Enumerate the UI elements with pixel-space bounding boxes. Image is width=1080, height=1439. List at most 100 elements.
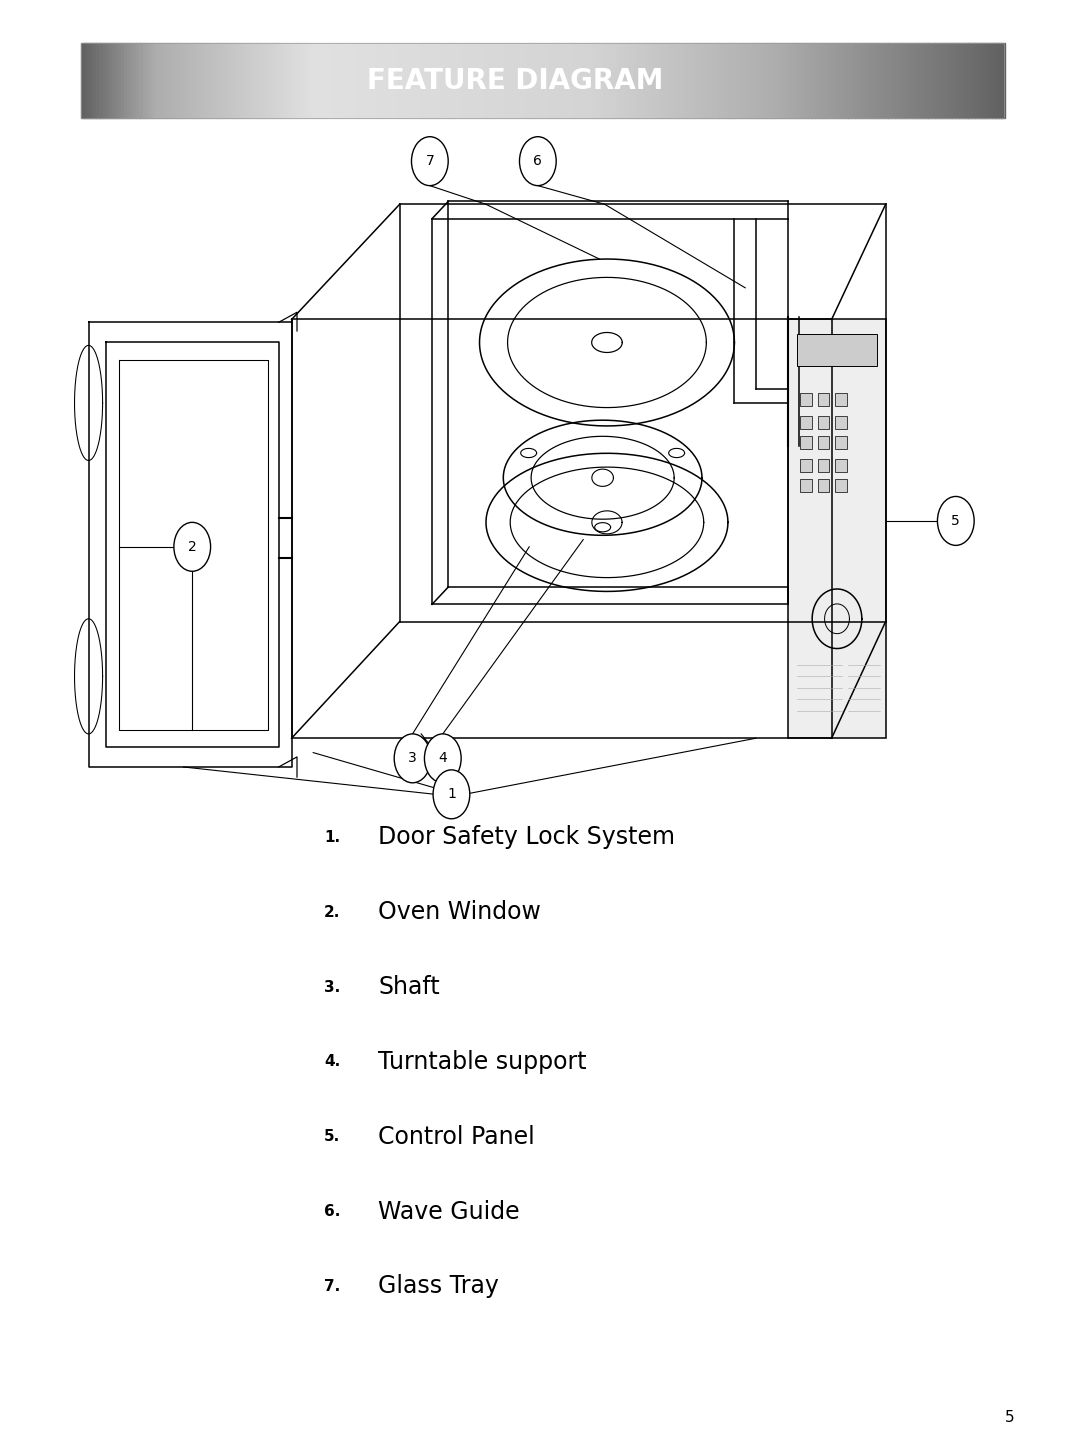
Bar: [943, 43, 947, 118]
Circle shape: [411, 137, 448, 186]
Bar: [281, 43, 285, 118]
Bar: [259, 43, 264, 118]
Bar: [374, 43, 378, 118]
Bar: [530, 43, 535, 118]
Bar: [392, 43, 396, 118]
Bar: [469, 43, 473, 118]
Bar: [367, 43, 372, 118]
Bar: [334, 43, 338, 118]
Text: 5: 5: [1005, 1410, 1014, 1425]
Bar: [712, 43, 716, 118]
Text: 3: 3: [408, 751, 417, 766]
Bar: [795, 43, 799, 118]
Bar: [681, 43, 686, 118]
Bar: [346, 43, 350, 118]
Bar: [891, 43, 894, 118]
Bar: [266, 43, 270, 118]
Bar: [570, 43, 575, 118]
Bar: [302, 43, 307, 118]
Bar: [800, 436, 812, 449]
Bar: [924, 43, 929, 118]
Bar: [665, 43, 670, 118]
Bar: [721, 43, 726, 118]
Bar: [176, 43, 180, 118]
Bar: [454, 43, 458, 118]
Bar: [773, 43, 778, 118]
Bar: [291, 43, 295, 118]
Bar: [921, 43, 926, 118]
Bar: [906, 43, 910, 118]
Bar: [216, 43, 220, 118]
Bar: [500, 43, 503, 118]
Bar: [946, 43, 950, 118]
Bar: [158, 43, 162, 118]
Bar: [949, 43, 954, 118]
Bar: [299, 43, 303, 118]
Bar: [800, 459, 812, 472]
Bar: [562, 43, 565, 118]
Bar: [605, 43, 608, 118]
Bar: [986, 43, 990, 118]
Bar: [669, 43, 673, 118]
Text: 7.: 7.: [324, 1279, 340, 1294]
Bar: [893, 43, 897, 118]
Bar: [164, 43, 168, 118]
Bar: [912, 43, 916, 118]
Bar: [727, 43, 731, 118]
Bar: [410, 43, 415, 118]
Bar: [379, 43, 383, 118]
Bar: [219, 43, 224, 118]
Bar: [540, 43, 543, 118]
Bar: [995, 43, 999, 118]
Bar: [931, 43, 934, 118]
Text: 4.: 4.: [324, 1055, 340, 1069]
Bar: [725, 43, 729, 118]
Bar: [672, 43, 676, 118]
Bar: [330, 43, 335, 118]
Bar: [183, 43, 187, 118]
Bar: [229, 43, 233, 118]
Bar: [444, 43, 448, 118]
Bar: [272, 43, 276, 118]
Bar: [740, 43, 744, 118]
Bar: [620, 43, 624, 118]
Bar: [349, 43, 353, 118]
Bar: [154, 43, 159, 118]
Bar: [993, 43, 996, 118]
Bar: [241, 43, 245, 118]
Bar: [788, 319, 886, 738]
Bar: [269, 43, 273, 118]
Bar: [589, 43, 593, 118]
Bar: [761, 43, 766, 118]
Text: Oven Window: Oven Window: [378, 901, 541, 924]
Bar: [327, 43, 332, 118]
Bar: [370, 43, 375, 118]
Bar: [124, 43, 129, 118]
Bar: [204, 43, 208, 118]
Bar: [306, 43, 310, 118]
Bar: [515, 43, 519, 118]
Bar: [324, 43, 328, 118]
Bar: [502, 43, 507, 118]
Text: 7: 7: [426, 154, 434, 168]
Bar: [131, 43, 134, 118]
Bar: [786, 43, 789, 118]
Bar: [201, 43, 205, 118]
Bar: [928, 43, 932, 118]
Bar: [484, 43, 488, 118]
Bar: [564, 43, 568, 118]
Text: 2: 2: [188, 540, 197, 554]
Bar: [232, 43, 235, 118]
Bar: [909, 43, 913, 118]
Bar: [222, 43, 227, 118]
Bar: [1001, 43, 1005, 118]
Bar: [490, 43, 495, 118]
Text: Control Panel: Control Panel: [378, 1125, 535, 1148]
Bar: [429, 43, 433, 118]
Bar: [121, 43, 125, 118]
Bar: [211, 43, 215, 118]
Bar: [238, 43, 242, 118]
Bar: [447, 43, 451, 118]
Bar: [869, 43, 873, 118]
Bar: [958, 43, 962, 118]
